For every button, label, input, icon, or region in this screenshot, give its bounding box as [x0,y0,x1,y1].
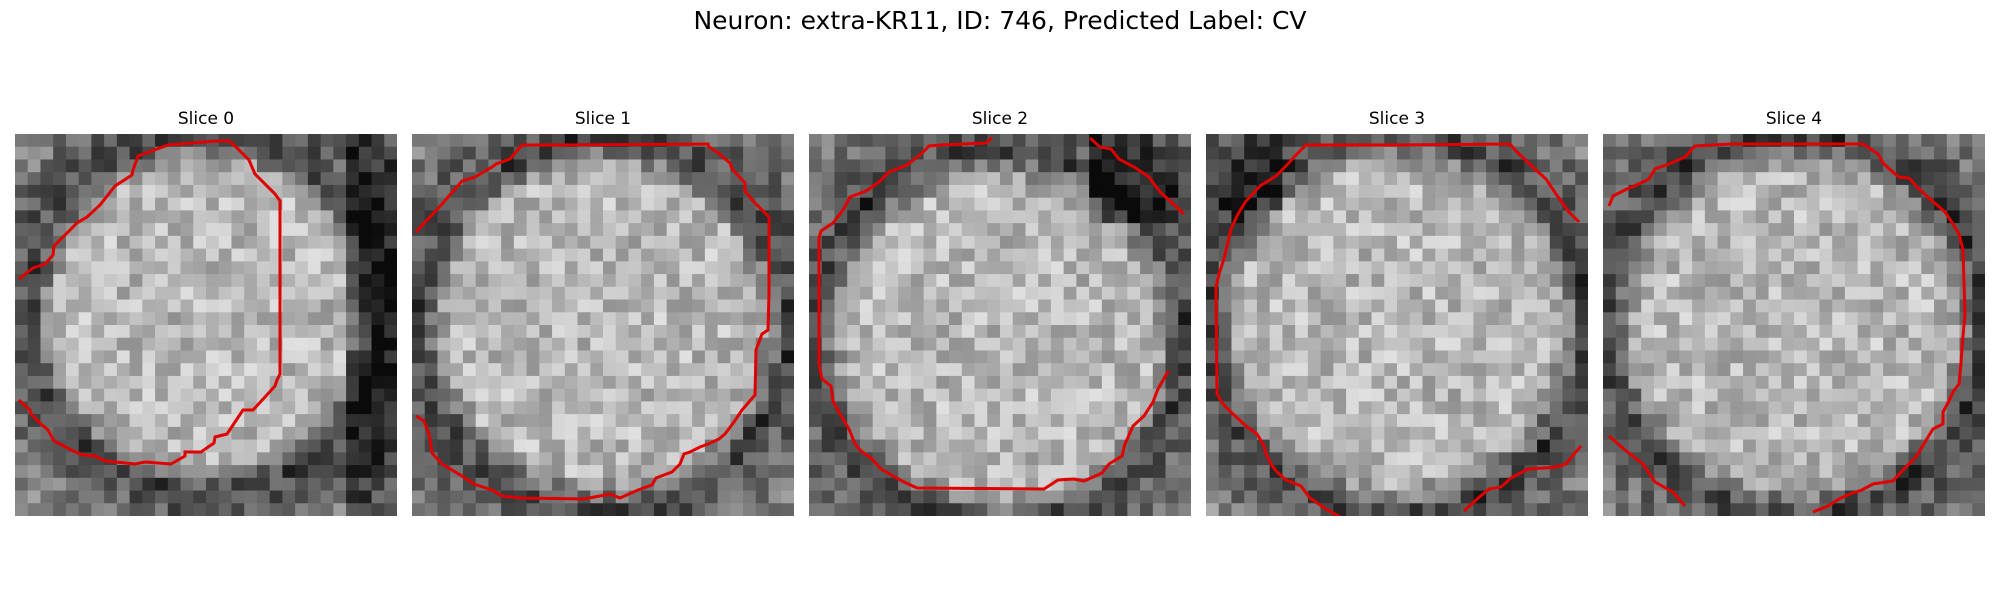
slice-panel-1: Slice 1 [412,106,794,132]
slice-title-1: Slice 1 [412,106,794,132]
slice-panel-4: Slice 4 [1603,106,1985,132]
slice-panel-2: Slice 2 [809,106,1191,132]
slice-image-3 [1206,134,1588,516]
slice-title-4: Slice 4 [1603,106,1985,132]
slice-image-2 [809,134,1191,516]
slice-image-1 [412,134,794,516]
figure-title: Neuron: extra-KR11, ID: 746, Predicted L… [0,6,2000,35]
slice-image-4 [1603,134,1985,516]
slice-title-0: Slice 0 [15,106,397,132]
slice-title-3: Slice 3 [1206,106,1588,132]
slice-title-2: Slice 2 [809,106,1191,132]
slice-panel-3: Slice 3 [1206,106,1588,132]
slice-panel-0: Slice 0 [15,106,397,132]
slice-image-0 [15,134,397,516]
